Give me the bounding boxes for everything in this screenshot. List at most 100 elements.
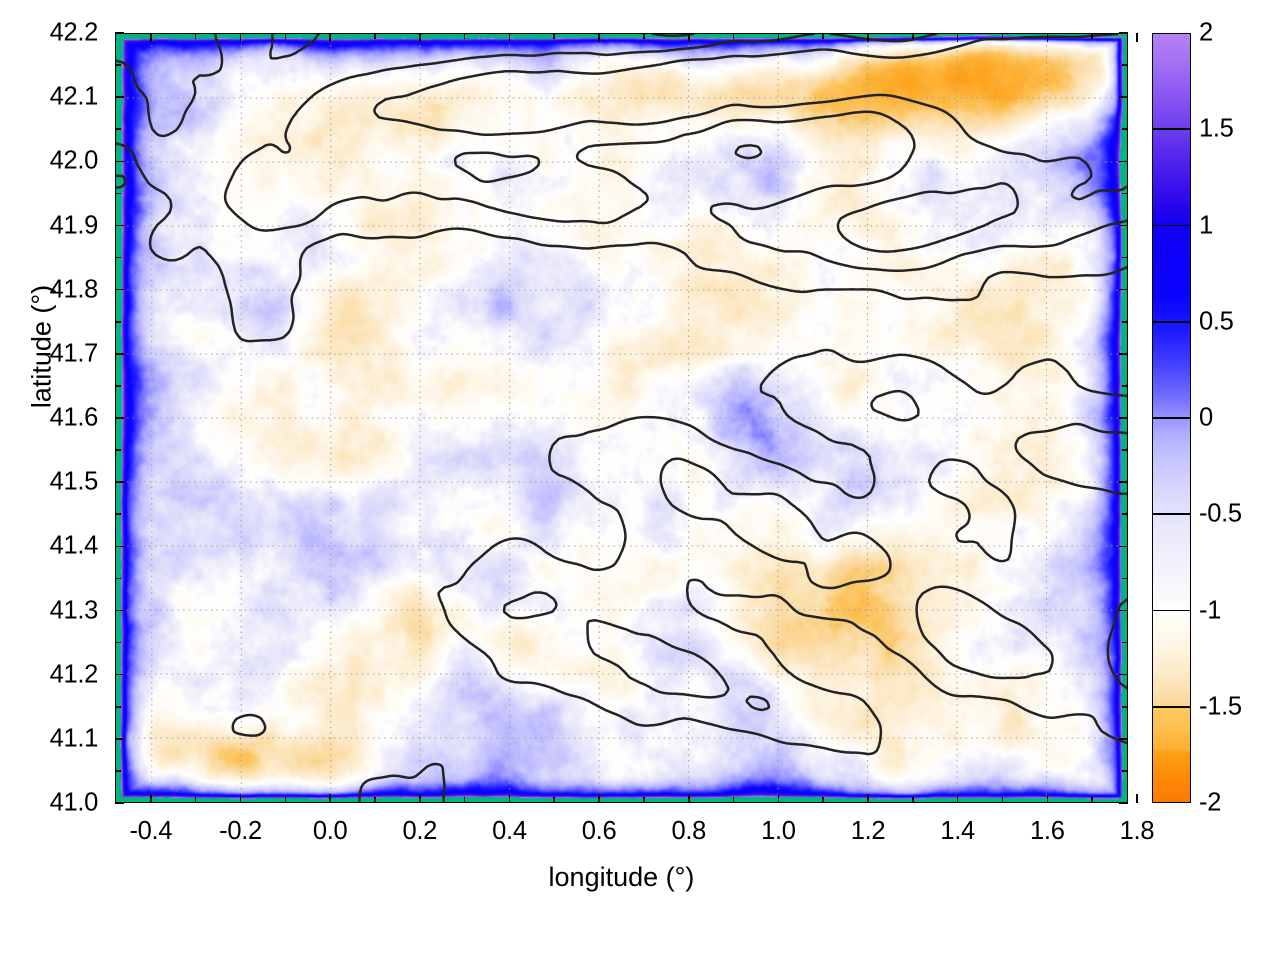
y-tick-major-right [1119,224,1128,227]
y-tick-label: 41.8 [49,275,99,304]
y-tick-major-right [1119,288,1128,291]
y-tick-minor [115,256,121,259]
x-tick-major [598,794,600,803]
y-tick-minor [115,641,121,644]
y-tick-minor [115,577,121,580]
x-tick-minor [822,797,824,803]
y-tick-minor [115,320,121,323]
y-tick-major-right [1119,673,1128,676]
x-tick-minor-top [912,33,914,39]
x-tick-major-top [867,33,869,42]
y-tick-minor-right [1122,705,1128,708]
y-tick-major-right [1119,353,1128,355]
x-tick-major-top [150,33,152,42]
x-tick-major [329,794,331,803]
x-tick-minor [643,797,645,803]
colorbar-tick-label: -1 [1199,596,1222,624]
y-tick-minor-right [1122,64,1128,66]
x-tick-major [1136,794,1138,803]
y-tick-label: 41.5 [49,467,99,496]
y-tick-label: 42.2 [49,18,99,47]
y-tick-label: 42.1 [49,82,99,111]
x-tick-minor-top [1001,33,1004,39]
x-tick-major [1046,794,1049,803]
x-tick-major-top [777,33,780,42]
colorbar-tick-label: 1.5 [1199,114,1234,143]
colorbar-tick [1152,513,1191,516]
y-tick-minor [115,770,121,772]
colorbar: 2 1.5 1 0.5 0 -0.5 -1 -1.5 -2 [1152,19,1242,817]
x-tick-label: -0.4 [129,817,173,845]
x-tick-minor-top [194,33,197,39]
y-axis-title: latitude (°) [26,284,57,409]
y-tick-major [115,545,124,548]
y-tick-minor [115,64,121,66]
y-tick-major-right [1119,32,1128,34]
x-tick-minor [732,797,735,803]
colorbar-tick [1152,417,1191,419]
x-tick-minor [553,797,556,803]
colorbar-tick-label: 1 [1199,211,1213,239]
y-tick-major [115,96,124,98]
colorbar-tick-label: -0.5 [1199,499,1242,528]
x-tick-minor [194,797,197,803]
y-tick-minor-right [1122,513,1128,516]
x-tick-major-top [687,33,690,42]
x-tick-label: 1.2 [850,817,886,845]
x-tick-minor-top [374,33,376,39]
x-tick-minor-top [732,33,735,39]
x-tick-major [418,794,421,803]
y-tick-major [115,224,124,227]
x-tick-major [867,794,869,803]
y-tick-minor-right [1122,770,1128,772]
y-tick-major [115,481,124,483]
x-tick-label: 0.6 [581,817,617,845]
x-tick-major [508,794,511,803]
y-tick-label: 41.4 [49,531,99,560]
x-axis-title: longitude (°) [548,862,695,892]
y-tick-major [115,353,124,355]
vertical-wind-speed-heatmap [116,34,1127,802]
y-tick-major [115,609,124,612]
y-tick-major [115,160,124,163]
x-tick-label: 1.8 [1119,817,1155,845]
x-tick-major [150,794,152,803]
x-tick-minor-top [643,33,645,39]
y-tick-label: 41.9 [49,211,99,239]
y-tick-major [115,417,124,419]
y-tick-label: 41.3 [49,596,99,624]
colorbar-tick [1152,705,1191,708]
x-tick-major-top [508,33,511,42]
y-tick-major [115,802,124,804]
y-tick-minor-right [1122,256,1128,259]
colorbar-tick-label: 2 [1199,18,1213,47]
y-tick-major-right [1119,545,1128,548]
y-tick-minor-right [1122,128,1128,131]
y-tick-label: 41.2 [49,660,99,689]
x-tick-minor [1091,797,1093,803]
y-tick-minor [115,385,121,387]
x-tick-major [687,794,690,803]
x-tick-major-top [956,33,959,42]
x-tick-major [777,794,780,803]
x-tick-major-top [418,33,421,42]
x-tick-major-top [1046,33,1049,42]
y-tick-minor-right [1122,577,1128,580]
x-tick-minor [374,797,376,803]
colorbar-tick-label: 0.5 [1199,307,1234,336]
x-tick-minor-top [1091,33,1093,39]
colorbar-tick [1152,224,1191,227]
x-tick-minor-top [822,33,824,39]
x-tick-minor [463,797,466,803]
y-tick-major-right [1119,481,1128,483]
x-tick-major-top [1136,33,1138,42]
y-tick-minor [115,705,121,708]
y-tick-major-right [1119,96,1128,98]
x-tick-major-top [598,33,600,42]
x-tick-major-top [239,33,242,42]
x-tick-label: 0.4 [492,817,527,845]
y-tick-minor [115,513,121,516]
y-tick-major [115,288,124,291]
x-tick-minor-top [553,33,556,39]
